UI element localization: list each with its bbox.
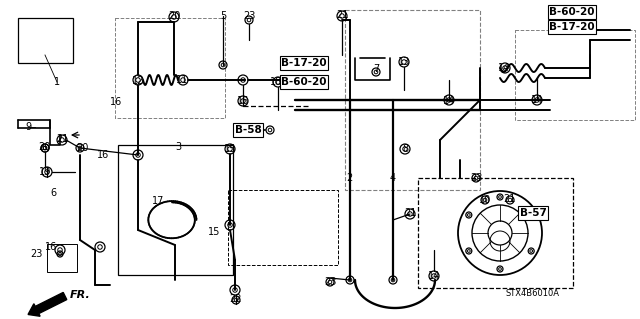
Text: 20: 20 [76,143,88,153]
Text: 23: 23 [30,249,42,259]
Text: 21: 21 [336,10,348,20]
Text: 23: 23 [470,173,482,183]
Text: 10: 10 [479,195,491,205]
Text: 12: 12 [132,76,144,86]
Text: 13: 13 [398,57,410,67]
Text: 17: 17 [152,196,164,206]
Text: 21: 21 [503,194,515,204]
FancyArrow shape [28,293,67,316]
Bar [47,244,77,272]
Text: 7: 7 [373,64,379,74]
Text: 9: 9 [25,122,31,132]
Text: 23: 23 [324,277,336,287]
Text: 16: 16 [237,96,249,106]
Text: 16: 16 [97,150,109,160]
Text: 14: 14 [498,63,510,73]
Text: 14: 14 [443,96,455,106]
Text: 23: 23 [243,11,255,21]
Text: 21: 21 [404,208,416,218]
Bar [418,178,573,288]
Text: 16: 16 [110,97,122,107]
Bar [118,145,233,275]
Text: 15: 15 [208,227,220,237]
Text: 8: 8 [402,144,408,154]
Text: 15: 15 [224,144,236,154]
Bar [115,18,225,118]
Text: STX4B6010A: STX4B6010A [506,290,560,299]
Text: B-57: B-57 [520,208,547,218]
Text: 22: 22 [230,294,243,304]
Text: 14: 14 [428,271,440,281]
Text: 20: 20 [168,11,180,21]
Text: 5: 5 [220,11,226,21]
Text: B-17-20: B-17-20 [549,22,595,32]
Text: 20: 20 [38,142,50,152]
Text: B-60-20: B-60-20 [281,77,327,87]
Text: 21: 21 [56,134,68,144]
Bar [345,10,480,190]
Text: 18: 18 [270,77,282,87]
Text: B-60-20: B-60-20 [549,7,595,17]
Text: FR.: FR. [70,290,91,300]
Text: 4: 4 [390,173,396,183]
Bar [228,190,338,265]
Bar [515,30,635,120]
Text: 16: 16 [45,242,57,252]
Text: 2: 2 [346,173,352,183]
Text: 14: 14 [531,95,543,105]
Text: 6: 6 [50,188,56,198]
Bar [18,18,73,63]
Text: 1: 1 [54,77,60,87]
Text: 11: 11 [176,75,188,85]
Text: 3: 3 [175,142,181,152]
Text: B-17-20: B-17-20 [281,58,327,68]
Text: B-58: B-58 [235,125,261,135]
Text: 19: 19 [39,167,51,177]
